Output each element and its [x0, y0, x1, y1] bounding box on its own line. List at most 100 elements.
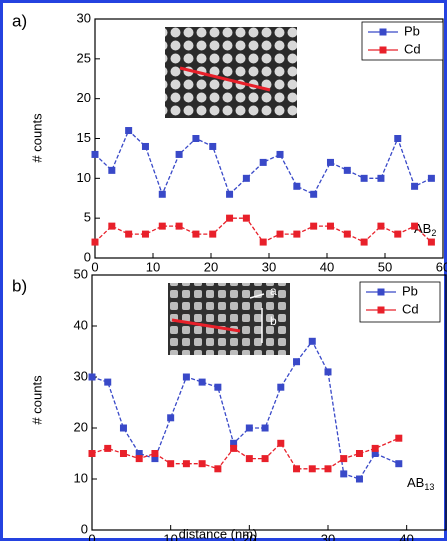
marker — [356, 450, 363, 457]
legend-box — [362, 22, 443, 60]
marker — [309, 465, 316, 472]
marker — [214, 384, 221, 391]
marker — [246, 455, 253, 462]
x-tick-label: 40 — [399, 531, 413, 541]
x-axis-label: distance (nm) — [179, 526, 258, 541]
marker — [108, 167, 115, 174]
x-tick-label: 0 — [88, 531, 95, 541]
y-tick-label: 30 — [77, 10, 91, 25]
marker — [151, 450, 158, 457]
marker — [340, 470, 347, 477]
marker — [125, 231, 132, 238]
y-tick-label: 20 — [74, 419, 88, 434]
marker — [411, 223, 418, 230]
marker — [327, 223, 334, 230]
inset-a — [165, 27, 297, 118]
y-axis-label: # counts — [29, 375, 44, 425]
marker — [428, 175, 435, 182]
marker — [136, 455, 143, 462]
marker — [92, 151, 99, 158]
marker — [120, 450, 127, 457]
x-tick-label: 30 — [262, 259, 276, 274]
marker — [226, 191, 233, 198]
y-tick-label: 20 — [77, 90, 91, 105]
marker — [309, 338, 316, 345]
marker — [260, 159, 267, 166]
panel-label: b) — [12, 276, 27, 295]
marker — [192, 135, 199, 142]
y-tick-label: 40 — [74, 317, 88, 332]
y-tick-label: 0 — [84, 249, 91, 264]
y-tick-label: 0 — [81, 521, 88, 536]
y-tick-label: 5 — [84, 210, 91, 225]
marker — [277, 440, 284, 447]
marker — [104, 379, 111, 386]
marker — [293, 465, 300, 472]
marker — [356, 476, 363, 483]
legend-marker — [378, 307, 385, 314]
marker — [230, 445, 237, 452]
y-tick-label: 50 — [74, 266, 88, 281]
marker — [293, 183, 300, 190]
marker — [142, 143, 149, 150]
marker — [199, 460, 206, 467]
marker — [183, 374, 190, 381]
marker — [89, 374, 96, 381]
x-tick-label: 40 — [320, 259, 334, 274]
legend-label: Pb — [402, 283, 418, 298]
marker — [277, 231, 284, 238]
annotation-subscript: 2 — [431, 228, 436, 238]
x-tick-label: 10 — [146, 259, 160, 274]
marker — [340, 455, 347, 462]
legend-label: Pb — [404, 23, 420, 38]
marker — [361, 175, 368, 182]
panel-label: a) — [12, 11, 27, 30]
marker — [243, 215, 250, 222]
y-tick-label: 25 — [77, 50, 91, 65]
inset-image — [165, 27, 297, 118]
legend-label: Cd — [404, 41, 421, 56]
y-tick-label: 10 — [77, 170, 91, 185]
marker — [104, 445, 111, 452]
y-tick-label: 10 — [74, 470, 88, 485]
marker — [344, 167, 351, 174]
marker — [159, 223, 166, 230]
marker — [277, 151, 284, 158]
marker — [428, 239, 435, 246]
marker — [277, 384, 284, 391]
legend-marker — [378, 289, 385, 296]
marker — [395, 435, 402, 442]
marker — [377, 223, 384, 230]
marker — [243, 175, 250, 182]
marker — [325, 465, 332, 472]
x-tick-label: 0 — [91, 259, 98, 274]
figure: 0510152025300102030405060a)# countsAB2Pb… — [0, 0, 447, 541]
marker — [125, 127, 132, 134]
marker — [142, 231, 149, 238]
legend-label: Cd — [402, 301, 419, 316]
marker — [262, 425, 269, 432]
marker — [167, 460, 174, 467]
annotation-text: AB — [407, 475, 424, 490]
y-tick-label: 30 — [74, 368, 88, 383]
x-tick-label: 30 — [321, 531, 335, 541]
legend-marker — [380, 47, 387, 54]
marker — [246, 425, 253, 432]
marker — [394, 135, 401, 142]
marker — [372, 445, 379, 452]
marker — [159, 191, 166, 198]
marker — [377, 175, 384, 182]
y-tick-label: 15 — [77, 130, 91, 145]
x-tick-label: 20 — [204, 259, 218, 274]
legend-box — [360, 282, 440, 322]
marker — [262, 455, 269, 462]
page: 0510152025300102030405060a)# countsAB2Pb… — [0, 0, 447, 541]
marker — [199, 379, 206, 386]
marker — [260, 239, 267, 246]
x-tick-label: 10 — [163, 531, 177, 541]
marker — [120, 425, 127, 432]
legend-marker — [380, 29, 387, 36]
marker — [327, 159, 334, 166]
marker — [293, 358, 300, 365]
marker — [167, 414, 174, 421]
